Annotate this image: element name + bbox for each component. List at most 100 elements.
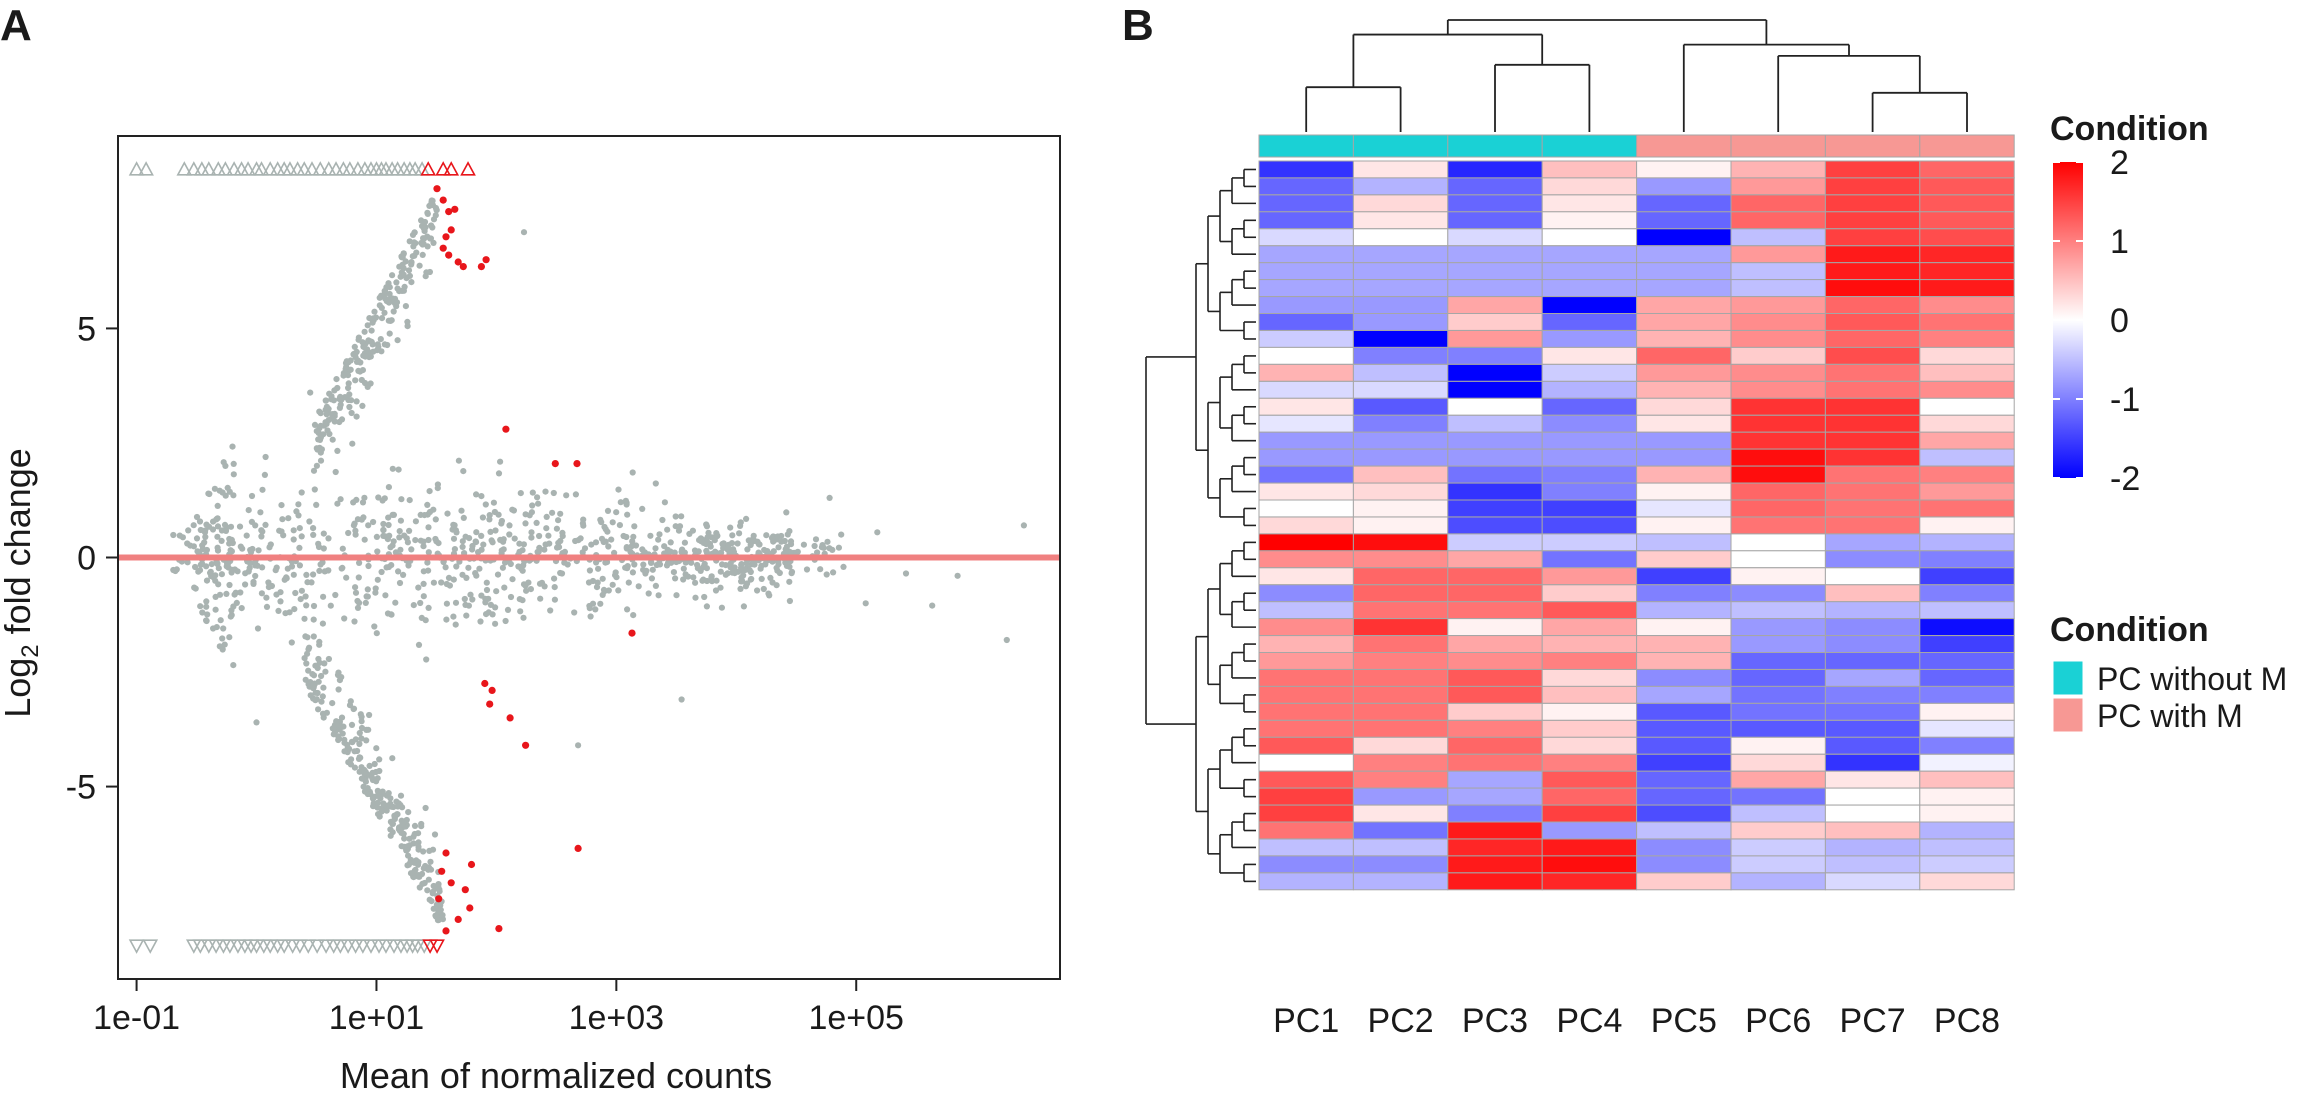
point xyxy=(214,533,221,540)
heatmap-cell xyxy=(1636,211,1732,230)
point xyxy=(368,338,375,345)
heatmap-panel: PC1 PC2 PC3 PC4 PC5 PC6 PC7 PC8 xyxy=(1145,19,2015,1040)
point xyxy=(238,605,245,612)
point xyxy=(579,520,587,527)
point xyxy=(383,802,390,810)
point xyxy=(545,532,552,539)
point xyxy=(748,575,755,583)
point xyxy=(425,524,432,531)
annotation-cell xyxy=(1824,134,1921,158)
heatmap-cell xyxy=(1447,550,1543,569)
point xyxy=(442,564,449,571)
point xyxy=(392,549,399,556)
point xyxy=(459,538,466,545)
heatmap-cell xyxy=(1447,753,1543,772)
point xyxy=(316,638,323,646)
point xyxy=(509,506,516,513)
legend-label-pc-without-m: PC without M xyxy=(2097,661,2287,697)
point xyxy=(415,641,423,649)
point xyxy=(422,804,429,812)
capped-down-triangle xyxy=(142,939,159,954)
heatmap-cell xyxy=(1824,414,1921,433)
point xyxy=(523,587,530,594)
point xyxy=(356,368,364,375)
point xyxy=(426,896,433,903)
capped-down-triangle xyxy=(332,939,349,954)
heatmap-cell xyxy=(1919,550,2015,569)
heatmap-cell xyxy=(1447,584,1543,603)
point xyxy=(320,593,327,600)
point xyxy=(365,522,372,529)
heatmap-cell xyxy=(1352,618,1449,636)
heatmap-cell xyxy=(1447,533,1543,552)
point xyxy=(347,366,354,373)
point xyxy=(800,541,808,548)
ma-y-axis-title-post: fold change xyxy=(0,448,38,644)
point xyxy=(389,295,396,302)
point xyxy=(738,564,745,572)
significant-point xyxy=(628,629,636,637)
point xyxy=(305,667,312,674)
heatmap-cell xyxy=(1919,872,2015,891)
point xyxy=(402,258,409,265)
point xyxy=(358,718,365,725)
heatmap-cell xyxy=(1258,584,1354,603)
point xyxy=(862,600,869,607)
point xyxy=(237,589,244,596)
point xyxy=(690,574,697,581)
point xyxy=(358,713,365,721)
capped-up-triangle xyxy=(200,161,217,176)
point xyxy=(506,522,513,529)
point xyxy=(504,606,512,614)
point xyxy=(229,566,236,573)
point xyxy=(419,251,426,258)
point xyxy=(333,718,340,725)
point xyxy=(311,486,318,493)
heatmap-cell xyxy=(1919,363,2015,382)
heatmap-cell xyxy=(1919,838,2015,857)
heatmap-cell xyxy=(1447,211,1543,230)
point xyxy=(373,533,380,541)
heatmap-cell xyxy=(1824,855,1921,874)
heatmap-cell xyxy=(1352,736,1449,755)
heatmap-cell xyxy=(1541,465,1638,484)
point xyxy=(354,357,361,364)
point xyxy=(208,561,215,568)
point xyxy=(623,533,630,541)
heatmap-cell xyxy=(1541,685,1638,704)
point xyxy=(424,559,431,566)
point xyxy=(404,323,411,330)
point xyxy=(649,566,656,573)
heatmap-cell xyxy=(1636,770,1732,789)
point xyxy=(315,706,322,713)
point xyxy=(378,304,385,311)
point xyxy=(242,581,249,588)
point xyxy=(673,592,680,599)
point xyxy=(528,509,536,516)
point xyxy=(197,603,204,610)
heatmap-cell xyxy=(1541,279,1638,298)
point xyxy=(296,544,303,552)
point xyxy=(277,598,284,605)
point xyxy=(317,410,324,417)
point xyxy=(279,516,286,523)
point xyxy=(310,633,317,640)
point xyxy=(322,397,329,404)
point xyxy=(318,698,325,705)
heatmap-cell xyxy=(1541,702,1638,721)
point xyxy=(424,209,431,216)
heatmap-cell xyxy=(1447,669,1543,687)
heatmap-cell xyxy=(1824,736,1921,755)
heatmap-cell xyxy=(1919,804,2015,823)
heatmap-cell xyxy=(1541,211,1638,230)
point xyxy=(345,384,352,392)
heatmap-cell xyxy=(1258,652,1354,670)
point xyxy=(253,719,260,726)
scale-tick-label: -2 xyxy=(2110,460,2140,498)
point xyxy=(597,600,604,607)
heatmap-cell xyxy=(1824,533,1921,552)
point xyxy=(397,517,404,524)
point xyxy=(450,535,458,542)
heatmap-cell xyxy=(1258,448,1354,467)
point xyxy=(520,581,528,588)
